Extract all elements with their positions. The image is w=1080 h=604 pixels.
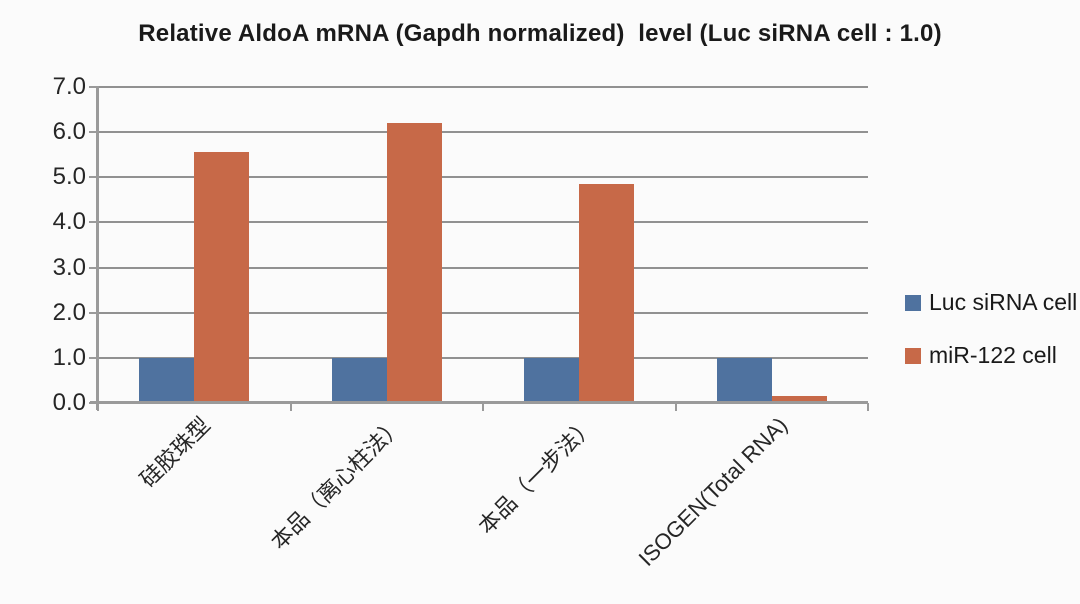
y-tick-label: 7.0 [52, 73, 86, 100]
gridline [98, 86, 868, 88]
x-axis-tick [867, 403, 869, 411]
x-category-label: 硅胶珠型 [135, 412, 216, 493]
y-tick-label: 2.0 [52, 298, 86, 326]
y-axis-line [96, 86, 99, 410]
gridline [98, 176, 868, 179]
x-axis-tick [290, 403, 292, 411]
y-axis-tick [89, 356, 98, 359]
y-axis-tick [89, 86, 98, 88]
y-axis-tick [89, 311, 98, 314]
chart-title: Relative AldoA mRNA (Gapdh normalized) l… [138, 20, 942, 47]
gridline [98, 266, 868, 269]
x-axis-tick [97, 403, 99, 411]
gridline [98, 131, 868, 134]
bar-luc-sirna-cell-cat0 [139, 358, 194, 403]
gridline [98, 356, 868, 359]
legend-label: miR-122 cell [929, 342, 1057, 368]
y-axis-tick [89, 131, 98, 134]
y-axis-tick [89, 176, 98, 179]
x-category-label: 本品（离心柱法） [265, 412, 408, 555]
bar-mir-122-cell-cat3 [772, 396, 827, 403]
y-tick-label: 0.0 [52, 389, 86, 416]
legend: Luc siRNA cell miR-122 cell [905, 289, 1077, 395]
legend-swatch-icon [905, 347, 921, 364]
bar-mir-122-cell-cat2 [579, 184, 634, 403]
legend-item: miR-122 cell [905, 342, 1077, 369]
x-category-label: ISOGEN(Total RNA) [634, 412, 793, 571]
x-axis-tick [675, 403, 677, 411]
y-axis-tick [89, 266, 98, 269]
bar-luc-sirna-cell-cat2 [524, 358, 579, 403]
y-axis-tick [89, 221, 98, 224]
x-category-label: 本品（一步法） [473, 412, 601, 539]
bar-luc-sirna-cell-cat3 [717, 358, 772, 403]
bar-mir-122-cell-cat0 [194, 152, 249, 403]
plot-area [98, 86, 868, 403]
gridline [98, 311, 868, 314]
bar-luc-sirna-cell-cat1 [332, 358, 387, 403]
x-axis-tick [482, 403, 484, 411]
legend-item: Luc siRNA cell [905, 289, 1077, 316]
x-axis-line [90, 401, 868, 404]
bar-mir-122-cell-cat1 [387, 123, 442, 403]
y-tick-label: 3.0 [52, 253, 86, 281]
y-tick-label: 4.0 [52, 208, 86, 236]
gridline [98, 221, 868, 224]
y-tick-label: 1.0 [52, 343, 86, 371]
y-axis-tick [89, 402, 98, 404]
legend-label: Luc siRNA cell [929, 289, 1078, 315]
legend-swatch-icon [905, 294, 921, 311]
y-tick-label: 5.0 [52, 163, 86, 191]
y-tick-label: 6.0 [52, 118, 86, 146]
